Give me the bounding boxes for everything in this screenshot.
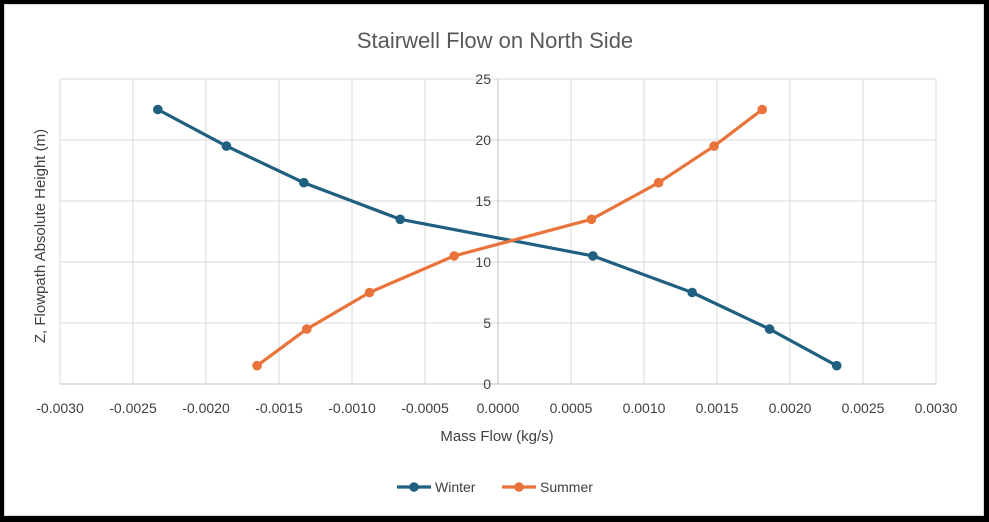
x-tick-label: -0.0030 <box>36 400 84 416</box>
y-tick-label: 5 <box>483 315 491 331</box>
y-tick-label: 10 <box>475 254 491 270</box>
data-point-summer <box>252 360 262 371</box>
data-point-summer <box>757 104 768 115</box>
legend-label-summer: Summer <box>540 479 593 495</box>
x-tick-label: 0.0020 <box>769 400 812 416</box>
data-point-summer <box>364 287 375 298</box>
data-point-winter <box>153 104 163 115</box>
x-tick-label: 0.0010 <box>623 400 666 416</box>
x-tick-label: -0.0005 <box>401 400 449 416</box>
data-point-winter <box>588 251 598 261</box>
legend-label-winter: Winter <box>435 479 476 495</box>
data-point-winter <box>831 360 842 371</box>
series-summer <box>252 104 768 371</box>
data-point-summer <box>653 177 664 188</box>
y-tick-labels: 0 5 10 15 20 25 <box>475 71 491 392</box>
chart-frame: Stairwell Flow on North Side -0.0030 -0.0… <box>4 4 984 516</box>
x-axis-label: Mass Flow (kg/s) <box>440 428 553 445</box>
x-tick-label: 0.0025 <box>842 400 885 416</box>
y-tick-label: 0 <box>483 376 491 392</box>
y-axis-label: Z, Flowpath Absolute Height (m) <box>32 129 49 343</box>
data-point-winter <box>299 177 309 188</box>
series-winter <box>153 104 842 371</box>
chart-title: Stairwell Flow on North Side <box>357 28 633 53</box>
series-line-summer <box>256 108 764 367</box>
data-point-summer <box>709 141 719 151</box>
x-tick-label: 0.0000 <box>477 400 520 416</box>
legend-item-winter: Winter <box>397 479 476 495</box>
x-tick-label: -0.0010 <box>328 400 376 416</box>
x-tick-label: 0.0030 <box>915 400 958 416</box>
data-point-summer <box>449 251 460 261</box>
legend-marker-summer <box>514 482 524 492</box>
x-tick-labels: -0.0030 -0.0025 -0.0020 -0.0015 -0.0010 -0.00… <box>36 400 957 416</box>
series-layer <box>153 104 842 371</box>
axes <box>60 79 936 385</box>
data-point-winter <box>221 141 232 151</box>
legend-marker-winter <box>409 482 419 492</box>
y-tick-label: 15 <box>475 193 491 209</box>
data-point-winter <box>687 287 697 298</box>
legend-item-summer: Summer <box>502 479 593 495</box>
data-point-summer <box>301 324 312 334</box>
x-tick-label: -0.0015 <box>255 400 303 416</box>
legend: Winter Summer <box>397 479 593 495</box>
x-tick-label: -0.0025 <box>109 400 157 416</box>
chart-svg: Stairwell Flow on North Side -0.0030 -0.0… <box>32 28 958 495</box>
x-tick-label: -0.0020 <box>182 400 230 416</box>
data-point-winter <box>395 214 405 225</box>
y-tick-label: 20 <box>475 132 491 148</box>
x-tick-label: 0.0015 <box>696 400 739 416</box>
series-line-winter <box>157 108 838 368</box>
data-point-summer <box>586 214 597 225</box>
data-point-winter <box>764 324 775 334</box>
y-tick-label: 25 <box>475 71 491 87</box>
x-tick-label: 0.0005 <box>550 400 593 416</box>
